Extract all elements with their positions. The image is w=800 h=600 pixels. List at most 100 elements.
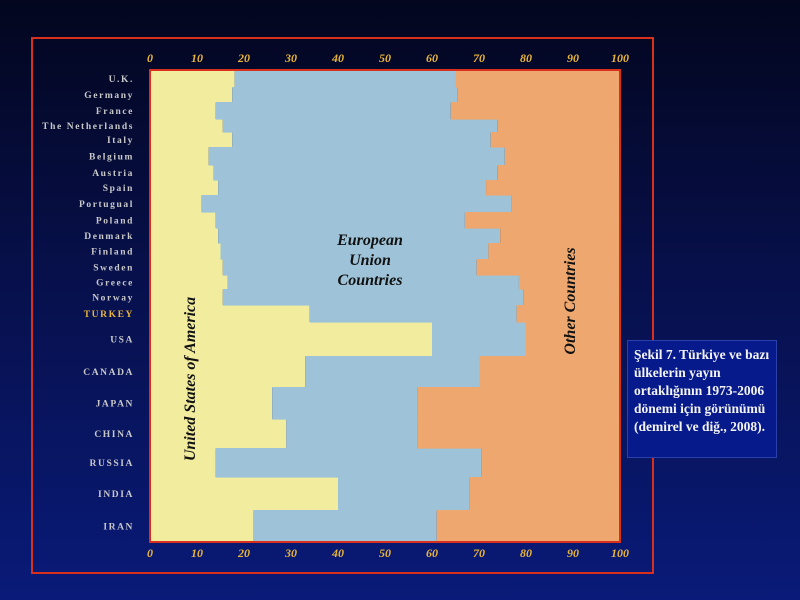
- bar-segment-usa: [150, 275, 228, 290]
- category-label: Denmark: [84, 232, 134, 242]
- bar-segment-eu: [432, 322, 526, 357]
- x-tick-label-bottom: 30: [284, 546, 297, 560]
- series-label-eu: Union: [349, 252, 391, 269]
- bar-segment-other: [504, 147, 620, 166]
- bar-segment-other: [457, 87, 620, 103]
- x-tick-label-bottom: 70: [473, 546, 485, 560]
- bar-segment-eu: [272, 387, 418, 420]
- bar-segment-other: [523, 289, 620, 306]
- bar-segment-usa: [150, 212, 216, 229]
- x-tick-label-top: 90: [567, 51, 579, 65]
- category-label: Portugual: [79, 200, 134, 210]
- x-tick-label-top: 40: [331, 51, 344, 65]
- category-label: JAPAN: [96, 400, 134, 410]
- category-label: Finland: [91, 248, 134, 258]
- x-tick-label-bottom: 40: [331, 546, 344, 560]
- bar-segment-usa: [150, 102, 216, 120]
- category-label: CANADA: [83, 368, 134, 378]
- chart-frame: 0 10 20 30 40 50 60 70 80 90 100 0 10 20 30 40 50 60 70 80…: [31, 37, 654, 574]
- bar-segment-usa: [150, 147, 209, 166]
- bar-segment-eu: [286, 419, 418, 449]
- x-tick-label-top: 50: [379, 51, 391, 65]
- bar-segment-eu: [215, 212, 465, 229]
- bar-segment-other: [476, 259, 620, 276]
- figure-caption: Şekil 7. Türkiye ve bazı ülkelerin yayın…: [627, 340, 777, 458]
- x-tick-label-top: 0: [147, 51, 153, 65]
- bar-segment-other: [417, 419, 620, 449]
- bar-segment-eu: [218, 228, 501, 244]
- category-label: RUSSIA: [90, 459, 134, 469]
- bar-segment-other: [500, 228, 620, 244]
- category-label: Norway: [92, 294, 134, 304]
- category-label: Belgium: [89, 153, 134, 163]
- bar-segment-eu: [338, 477, 470, 511]
- bar-segment-other: [481, 448, 620, 478]
- bar-segment-eu: [222, 119, 498, 133]
- bar-segment-usa: [150, 228, 219, 244]
- bar-segment-usa: [150, 448, 216, 478]
- x-tick-label-top: 100: [611, 51, 629, 65]
- x-tick-label-bottom: 50: [379, 546, 391, 560]
- bar-segment-eu: [222, 289, 524, 306]
- bar-segment-other: [511, 195, 620, 213]
- bar-segment-eu: [220, 243, 489, 260]
- category-label: INDIA: [98, 490, 134, 500]
- bar-segment-usa: [150, 180, 219, 196]
- bar-segment-usa: [150, 132, 233, 148]
- series-label-usa: United States of America: [182, 297, 199, 461]
- category-label: TURKEY: [84, 310, 134, 320]
- x-tick-label-bottom: 20: [237, 546, 250, 560]
- bar-segment-eu: [227, 275, 519, 290]
- x-tick-label-top: 80: [520, 51, 532, 65]
- bar-segment-eu: [208, 147, 505, 166]
- bar-segment-other: [464, 212, 620, 229]
- bar-segment-eu: [215, 102, 451, 120]
- bar-segment-usa: [150, 419, 287, 449]
- stacked-bar-chart: 0 10 20 30 40 50 60 70 80 90 100 0 10 20 30 40 50 60 70 80…: [42, 51, 629, 560]
- x-tick-label-bottom: 100: [611, 546, 629, 560]
- bar-segment-usa: [150, 289, 223, 306]
- x-tick-label-bottom: 80: [520, 546, 532, 560]
- bar-segment-usa: [150, 387, 273, 420]
- category-label: Poland: [96, 217, 134, 227]
- category-label: USA: [110, 336, 134, 346]
- bar-segment-usa: [150, 195, 202, 213]
- bar-segment-other: [497, 119, 620, 133]
- x-tick-label-top: 30: [284, 51, 297, 65]
- bar-segment-eu: [222, 259, 477, 276]
- bar-segment-other: [469, 477, 620, 511]
- bar-segment-usa: [150, 165, 214, 181]
- x-tick-label-top: 60: [426, 51, 438, 65]
- bar-segment-usa: [150, 70, 235, 88]
- category-label: The Netherlands: [42, 122, 134, 132]
- x-tick-label-bottom: 0: [147, 546, 153, 560]
- series-label-eu: European: [336, 232, 403, 249]
- x-tick-label-bottom: 10: [191, 546, 203, 560]
- category-label: Spain: [103, 184, 134, 194]
- bar-segment-other: [516, 305, 620, 323]
- x-tick-label-top: 70: [473, 51, 485, 65]
- bar-segment-eu: [253, 510, 437, 543]
- category-label: Germany: [84, 91, 134, 101]
- category-label: CHINA: [94, 430, 134, 440]
- category-label: France: [96, 107, 134, 117]
- bar-segment-usa: [150, 510, 254, 543]
- x-tick-label-top: 20: [237, 51, 250, 65]
- bar-segment-usa: [150, 322, 432, 357]
- bar-segment-other: [479, 356, 620, 388]
- bar-segment-usa: [150, 87, 233, 103]
- bar-segment-other: [450, 102, 620, 120]
- category-label: Austria: [92, 169, 134, 179]
- bar-segment-eu: [215, 448, 482, 478]
- x-tick-label-bottom: 60: [426, 546, 438, 560]
- plot-border: [149, 69, 621, 543]
- bar-segment-other: [455, 70, 620, 88]
- bar-segment-usa: [150, 477, 338, 511]
- bar-segment-eu: [201, 195, 512, 213]
- series-label-eu: Countries: [338, 272, 403, 289]
- category-label: Sweden: [93, 264, 134, 274]
- bar-segment-eu: [213, 165, 498, 181]
- bar-segment-other: [417, 387, 620, 420]
- bar-segment-other: [497, 165, 620, 181]
- bar-segment-eu: [232, 132, 491, 148]
